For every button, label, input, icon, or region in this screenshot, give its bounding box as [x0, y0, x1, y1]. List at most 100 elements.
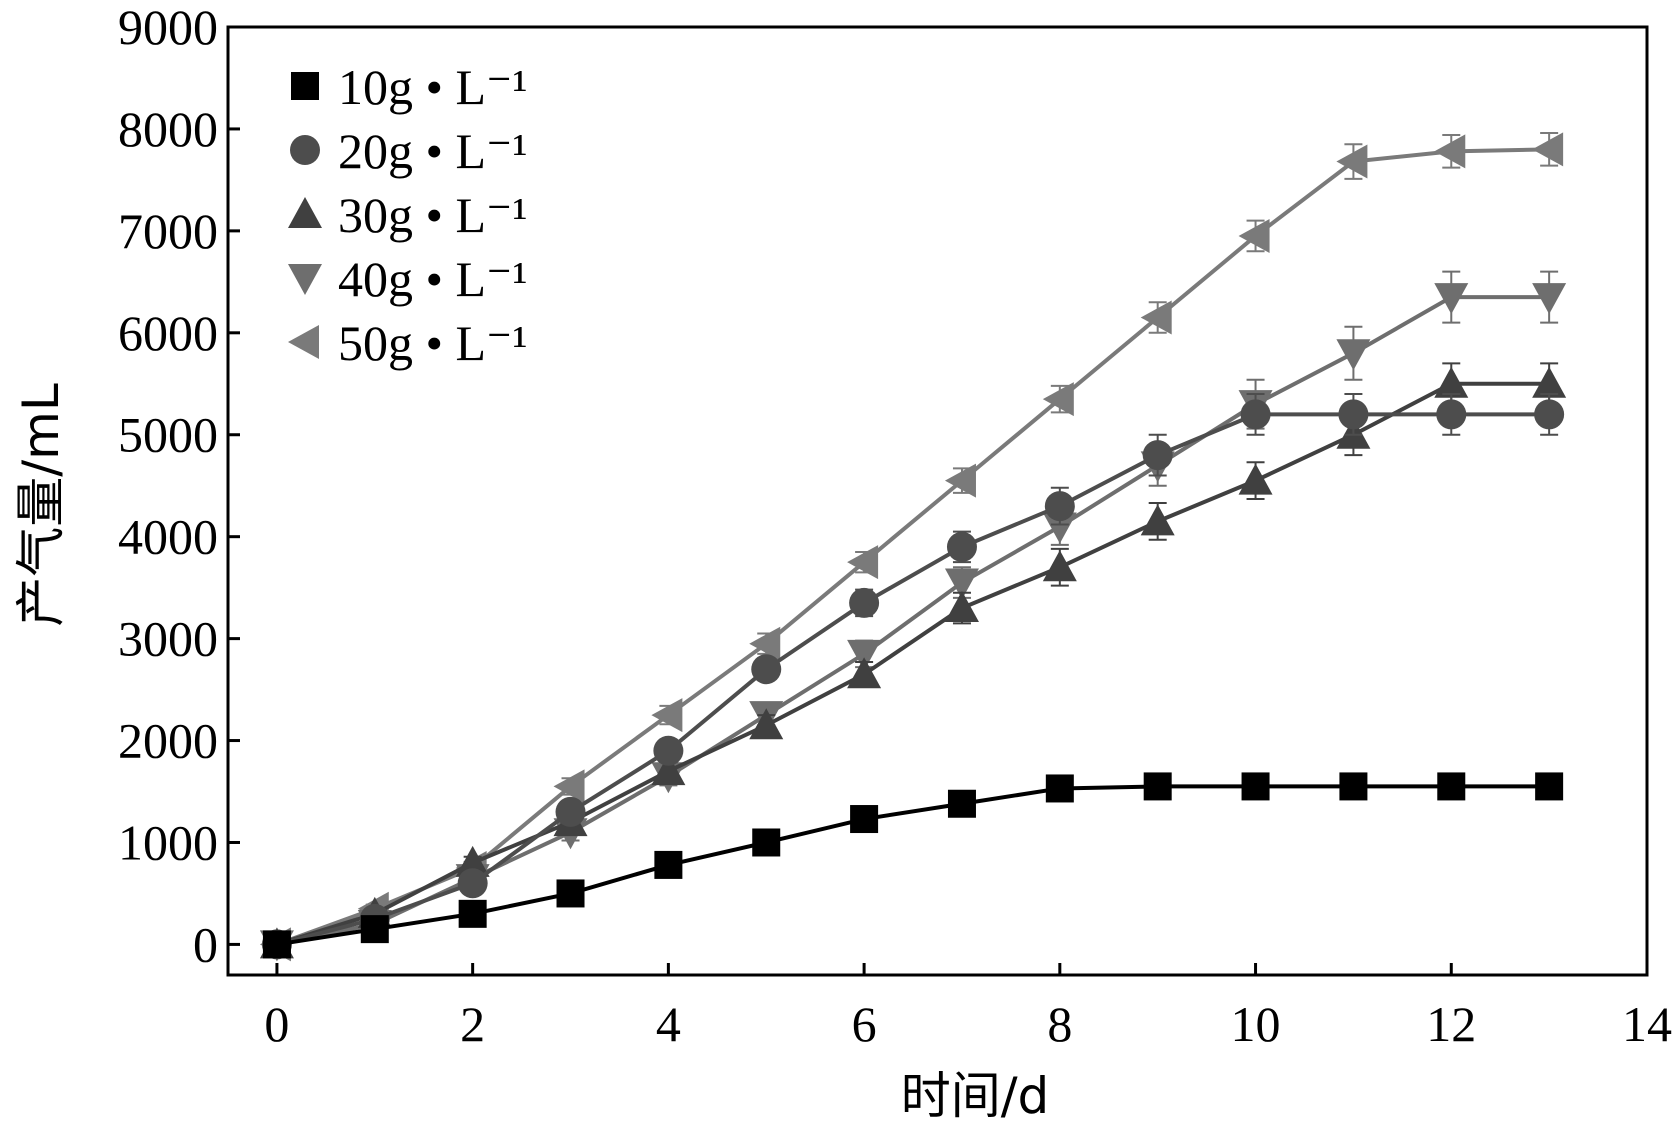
x-axis: 0 2 4 6 8 10 12 14	[264, 963, 1672, 1052]
x-tick-label: 4	[656, 996, 681, 1052]
y-axis: 0 1000 2000 3000 4000 5000 6000 7000 8000 9000	[118, 0, 240, 972]
data-point	[946, 531, 977, 562]
legend-item: 30g • L⁻¹	[288, 187, 527, 243]
x-tick-label: 2	[460, 996, 485, 1052]
y-tick-label: 1000	[118, 814, 218, 870]
data-point	[944, 463, 976, 498]
legend-marker	[288, 197, 322, 228]
legend-marker	[288, 264, 322, 295]
data-point	[849, 587, 880, 618]
legend-marker	[290, 135, 320, 165]
x-tick-label: 14	[1622, 996, 1672, 1052]
data-point	[944, 568, 979, 600]
data-point	[749, 626, 781, 661]
series-1	[262, 772, 1564, 959]
data-point	[651, 754, 686, 786]
data-point	[1045, 774, 1074, 803]
y-tick-label: 0	[193, 916, 218, 972]
data-point	[1434, 283, 1469, 315]
legend-label: 50g • L⁻¹	[338, 315, 527, 371]
data-point	[360, 915, 389, 944]
series-line	[276, 784, 1550, 947]
legend-label: 20g • L⁻¹	[338, 123, 527, 179]
data-point	[262, 930, 291, 959]
data-point	[1241, 772, 1270, 801]
data-point	[1140, 300, 1172, 335]
data-point	[651, 698, 683, 733]
series-3	[259, 362, 1567, 959]
data-point	[752, 828, 781, 857]
data-point	[1143, 772, 1172, 801]
data-point	[653, 735, 684, 766]
data-point	[1042, 512, 1077, 544]
legend-item: 40g • L⁻¹	[288, 251, 527, 307]
data-point	[1532, 132, 1564, 167]
data-point	[847, 545, 879, 580]
data-point	[1338, 399, 1369, 430]
data-point	[1140, 504, 1175, 536]
data-point	[1240, 399, 1271, 430]
series-4	[259, 270, 1567, 962]
data-point	[751, 654, 782, 685]
x-tick-label: 12	[1426, 996, 1476, 1052]
data-point	[458, 899, 487, 928]
x-tick-label: 6	[852, 996, 877, 1052]
data-point	[850, 805, 879, 834]
data-point	[944, 591, 979, 623]
y-tick-label: 3000	[118, 611, 218, 667]
data-point	[1532, 283, 1567, 315]
data-point	[847, 639, 882, 671]
data-point	[1238, 463, 1273, 495]
legend-label: 40g • L⁻¹	[338, 251, 527, 307]
y-tick-label: 7000	[118, 203, 218, 259]
series-line	[276, 381, 1550, 947]
data-point	[457, 868, 488, 899]
data-point	[556, 879, 585, 908]
legend-item: 20g • L⁻¹	[290, 123, 527, 179]
series-line	[276, 412, 1550, 947]
data-point	[654, 850, 683, 879]
data-point	[1336, 144, 1368, 179]
x-axis-title: 时间/d	[901, 1067, 1050, 1125]
data-point	[1042, 382, 1074, 417]
legend-marker	[291, 72, 319, 100]
data-point	[1044, 491, 1075, 522]
data-point	[1436, 399, 1467, 430]
x-tick-label: 10	[1231, 996, 1281, 1052]
y-tick-label: 8000	[118, 101, 218, 157]
data-point	[1339, 772, 1368, 801]
y-tick-label: 5000	[118, 407, 218, 463]
legend-marker	[288, 325, 319, 359]
legend-item: 10g • L⁻¹	[291, 59, 527, 115]
y-tick-label: 6000	[118, 305, 218, 361]
plot-area	[259, 132, 1567, 962]
x-tick-label: 8	[1047, 996, 1072, 1052]
data-point	[1434, 134, 1466, 169]
legend-label: 10g • L⁻¹	[338, 59, 527, 115]
legend-label: 30g • L⁻¹	[338, 187, 527, 243]
data-point	[1434, 366, 1469, 398]
data-point	[1238, 218, 1270, 253]
data-point	[749, 708, 784, 740]
y-tick-label: 2000	[118, 713, 218, 769]
data-point	[455, 845, 490, 877]
data-point	[553, 769, 585, 804]
data-point	[847, 657, 882, 689]
data-point	[1535, 772, 1564, 801]
legend-item: 50g • L⁻¹	[288, 315, 527, 371]
data-point	[1142, 440, 1173, 471]
legend: 10g • L⁻¹ 20g • L⁻¹ 30g • L⁻¹ 40g • L⁻¹ 50g …	[288, 59, 527, 371]
data-point	[1042, 550, 1077, 582]
y-axis-title: 产气量/mL	[12, 383, 70, 627]
data-point	[555, 796, 586, 827]
data-point	[1532, 366, 1567, 398]
y-tick-label: 9000	[118, 0, 218, 55]
data-point	[1437, 772, 1466, 801]
data-point	[1534, 399, 1565, 430]
x-tick-label: 0	[264, 996, 289, 1052]
y-tick-label: 4000	[118, 509, 218, 565]
data-point	[947, 789, 976, 818]
data-point	[1336, 339, 1371, 371]
plot-frame	[226, 25, 1649, 977]
